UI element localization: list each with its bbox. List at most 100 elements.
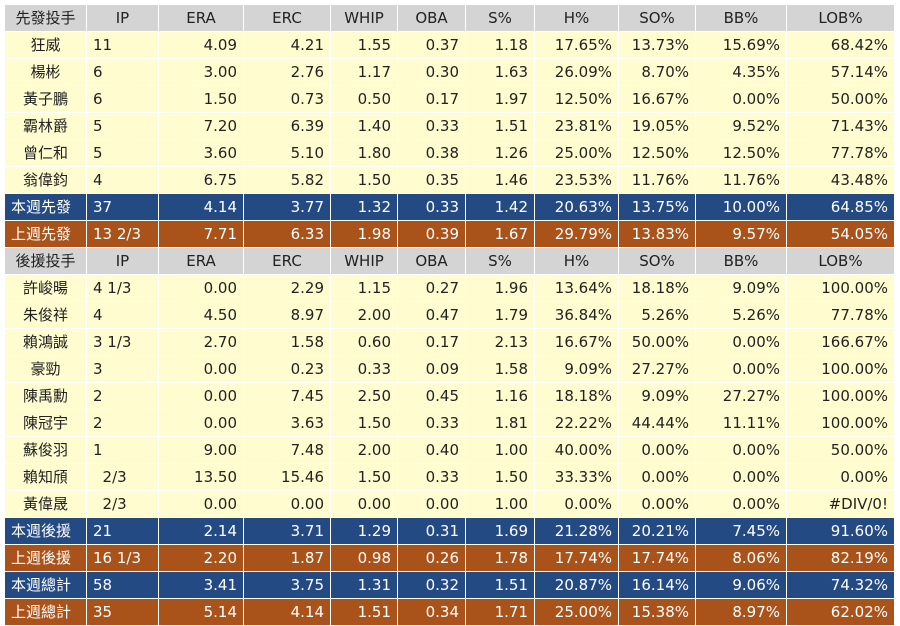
- stat-ip-cell: 5: [86, 139, 159, 167]
- stat-whip-cell: 0.33: [330, 355, 398, 383]
- stat-oba-cell: 0.38: [397, 139, 466, 167]
- stat-h-cell: 33.33%: [534, 463, 619, 491]
- stat-lob-cell: 82.19%: [786, 544, 895, 572]
- stat-s-cell: 1.71: [465, 598, 535, 626]
- stat-lob-cell: 54.05%: [786, 220, 895, 248]
- stat-so-cell: 16.67%: [618, 85, 696, 113]
- stat-so-cell: 13.75%: [618, 193, 696, 221]
- stat-lob-cell: 64.85%: [786, 193, 895, 221]
- stat-era-cell: 7.20: [158, 112, 244, 140]
- stat-s-cell: 1.79: [465, 301, 535, 329]
- stat-ip-cell: 35: [86, 598, 159, 626]
- stat-so-cell: 15.38%: [618, 598, 696, 626]
- relievers-header-so: SO%: [618, 247, 696, 275]
- stat-whip-cell: 1.50: [330, 166, 398, 194]
- stat-lob-cell: 68.42%: [786, 31, 895, 59]
- stat-ip-cell: 2/3: [86, 463, 159, 491]
- stat-bb-cell: 9.57%: [695, 220, 787, 248]
- stat-erc-cell: 3.71: [243, 517, 331, 545]
- pitcher-name-cell: 霸林爵: [4, 112, 87, 140]
- table-row: 曾仁和 5 3.60 5.10 1.80 0.38 1.26 25.00% 12.50% 12.5…: [4, 139, 895, 167]
- stat-lob-cell: 100.00%: [786, 274, 895, 302]
- stat-ip-cell: 1: [86, 436, 159, 464]
- stat-ip-cell: 16 1/3: [86, 544, 159, 572]
- stat-whip-cell: 1.50: [330, 463, 398, 491]
- pitcher-name-cell: 賴鴻誠: [4, 328, 87, 356]
- stat-s-cell: 1.51: [465, 571, 535, 599]
- table-row: 霸林爵 5 7.20 6.39 1.40 0.33 1.51 23.81% 19.05% 9.52…: [4, 112, 895, 140]
- stat-erc-cell: 4.21: [243, 31, 331, 59]
- table-row: 豪勁 3 0.00 0.23 0.33 0.09 1.58 9.09% 27.27% 0.00% 1…: [4, 355, 895, 383]
- stat-bb-cell: 5.26%: [695, 301, 787, 329]
- stat-whip-cell: 1.15: [330, 274, 398, 302]
- stat-oba-cell: 0.37: [397, 31, 466, 59]
- stat-so-cell: 27.27%: [618, 355, 696, 383]
- stat-ip-cell: 6: [86, 85, 159, 113]
- stat-era-cell: 9.00: [158, 436, 244, 464]
- pitcher-name-cell: 狂威: [4, 31, 87, 59]
- stat-so-cell: 13.83%: [618, 220, 696, 248]
- stat-bb-cell: 11.11%: [695, 409, 787, 437]
- stat-s-cell: 1.46: [465, 166, 535, 194]
- pitcher-name-cell: 許峻暘: [4, 274, 87, 302]
- stat-era-cell: 0.00: [158, 409, 244, 437]
- relievers-header-bb: BB%: [695, 247, 787, 275]
- relievers-header-whip: WHIP: [330, 247, 398, 275]
- stat-ip-cell: 6: [86, 58, 159, 86]
- table-row: 賴知頎 2/3 13.50 15.46 1.50 0.33 1.50 33.33% 0.00%…: [4, 463, 895, 491]
- stat-erc-cell: 5.10: [243, 139, 331, 167]
- stat-h-cell: 20.63%: [534, 193, 619, 221]
- stat-lob-cell: 50.00%: [786, 85, 895, 113]
- stat-so-cell: 44.44%: [618, 409, 696, 437]
- stat-erc-cell: 0.73: [243, 85, 331, 113]
- pitcher-name-cell: 曾仁和: [4, 139, 87, 167]
- stat-h-cell: 13.64%: [534, 274, 619, 302]
- stat-oba-cell: 0.26: [397, 544, 466, 572]
- stat-h-cell: 22.22%: [534, 409, 619, 437]
- stat-oba-cell: 0.39: [397, 220, 466, 248]
- stat-bb-cell: 9.09%: [695, 274, 787, 302]
- starters-header-whip: WHIP: [330, 4, 398, 32]
- stat-oba-cell: 0.40: [397, 436, 466, 464]
- stat-so-cell: 0.00%: [618, 490, 696, 518]
- stat-so-cell: 11.76%: [618, 166, 696, 194]
- stat-s-cell: 1.16: [465, 382, 535, 410]
- table-row: 賴鴻誠 3 1/3 2.70 1.58 0.60 0.17 2.13 16.67% 50.00%…: [4, 328, 895, 356]
- stat-s-cell: 1.51: [465, 112, 535, 140]
- stat-s-cell: 2.13: [465, 328, 535, 356]
- table-row: 陳禹勳 2 0.00 7.45 2.50 0.45 1.16 18.18% 9.09% 27.27…: [4, 382, 895, 410]
- stat-so-cell: 0.00%: [618, 436, 696, 464]
- stat-erc-cell: 3.75: [243, 571, 331, 599]
- stat-bb-cell: 9.52%: [695, 112, 787, 140]
- stat-era-cell: 4.09: [158, 31, 244, 59]
- stat-s-cell: 1.00: [465, 490, 535, 518]
- stat-lob-cell: 77.78%: [786, 139, 895, 167]
- stat-bb-cell: 15.69%: [695, 31, 787, 59]
- stat-lob-cell: 100.00%: [786, 409, 895, 437]
- stat-lob-cell: 0.00%: [786, 463, 895, 491]
- stat-oba-cell: 0.33: [397, 409, 466, 437]
- table-row: 陳冠宇 2 0.00 3.63 1.50 0.33 1.81 22.22% 44.44% 11.1…: [4, 409, 895, 437]
- table-body: 先發投手 IP ERA ERC WHIP OBA S% H% SO% BB% LOB% 狂威 11 4.0…: [4, 4, 895, 626]
- stat-oba-cell: 0.32: [397, 571, 466, 599]
- stat-so-cell: 16.14%: [618, 571, 696, 599]
- starters-header-so: SO%: [618, 4, 696, 32]
- stat-h-cell: 0.00%: [534, 490, 619, 518]
- stat-erc-cell: 2.76: [243, 58, 331, 86]
- stat-oba-cell: 0.33: [397, 463, 466, 491]
- stat-whip-cell: 1.17: [330, 58, 398, 86]
- stat-whip-cell: 0.98: [330, 544, 398, 572]
- stat-so-cell: 19.05%: [618, 112, 696, 140]
- starters-header-name: 先發投手: [4, 4, 87, 32]
- pitcher-name-cell: 上週總計: [4, 598, 87, 626]
- relievers-summary-row: 本週後援 21 2.14 3.71 1.29 0.31 1.69 21.28% 20.21% 7.…: [4, 517, 895, 545]
- relievers-header-s: S%: [465, 247, 535, 275]
- stat-h-cell: 17.74%: [534, 544, 619, 572]
- table-row: 蘇俊羽 1 9.00 7.48 2.00 0.40 1.00 40.00% 0.00% 0.00%…: [4, 436, 895, 464]
- stat-bb-cell: 10.00%: [695, 193, 787, 221]
- stat-h-cell: 20.87%: [534, 571, 619, 599]
- stat-oba-cell: 0.30: [397, 58, 466, 86]
- stat-erc-cell: 1.58: [243, 328, 331, 356]
- stat-bb-cell: 0.00%: [695, 328, 787, 356]
- stat-h-cell: 25.00%: [534, 598, 619, 626]
